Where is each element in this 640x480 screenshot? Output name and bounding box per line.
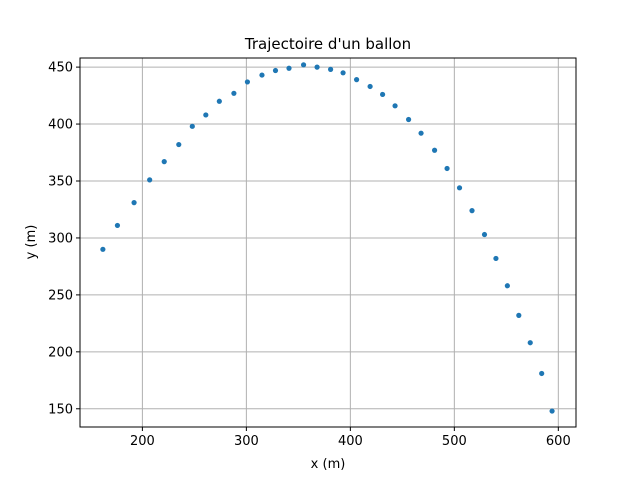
- y-tick-label: 400: [48, 118, 73, 133]
- data-point: [539, 370, 545, 377]
- x-axis-title: x (m): [311, 457, 346, 472]
- data-point: [353, 77, 360, 83]
- data-point: [216, 98, 222, 104]
- x-axis: 200 300 400 500 600: [130, 427, 571, 449]
- data-point: [493, 255, 499, 262]
- y-tick-label: 250: [48, 288, 73, 303]
- data-point: [469, 208, 475, 214]
- data-point: [444, 165, 450, 172]
- y-tick-label: 300: [48, 231, 73, 246]
- y-axis-title: y (m): [24, 225, 39, 260]
- data-point: [114, 222, 121, 229]
- data-point: [244, 79, 251, 85]
- data-point: [340, 70, 346, 76]
- x-tick-label: 400: [338, 434, 363, 449]
- data-point: [516, 312, 522, 318]
- data-point: [527, 340, 533, 346]
- data-point: [405, 116, 412, 123]
- data-point: [231, 90, 237, 96]
- data-point: [286, 65, 292, 71]
- data-point: [189, 123, 195, 129]
- data-point: [161, 159, 167, 165]
- data-point: [456, 185, 463, 191]
- grid: [80, 58, 576, 427]
- data-point: [272, 67, 279, 74]
- data-point: [300, 62, 307, 68]
- data-point: [131, 200, 137, 206]
- data-point: [203, 112, 209, 118]
- y-tick-label: 450: [48, 61, 73, 76]
- chart-title: Trajectoire d'un ballon: [244, 35, 411, 53]
- data-points: [100, 62, 555, 414]
- x-tick-label: 200: [130, 434, 155, 449]
- data-point: [259, 72, 265, 78]
- data-point: [314, 64, 320, 70]
- data-point: [100, 246, 106, 252]
- data-point: [147, 177, 153, 183]
- y-axis: 150 200 250 300 350 400 450: [48, 61, 80, 417]
- data-point: [392, 103, 398, 109]
- data-point: [327, 66, 334, 72]
- data-point: [379, 91, 386, 98]
- plot-frame: [79, 57, 577, 428]
- y-tick-label: 150: [48, 402, 73, 417]
- data-point: [418, 130, 424, 136]
- y-tick-label: 200: [48, 345, 73, 360]
- x-tick-label: 500: [442, 434, 467, 449]
- data-point: [176, 141, 182, 148]
- data-point: [431, 147, 438, 153]
- x-tick-label: 600: [546, 434, 571, 449]
- data-point: [367, 83, 373, 90]
- y-tick-label: 350: [48, 175, 73, 190]
- x-tick-label: 300: [234, 434, 259, 449]
- data-point: [549, 408, 555, 414]
- data-point: [481, 231, 488, 238]
- data-point: [504, 283, 510, 289]
